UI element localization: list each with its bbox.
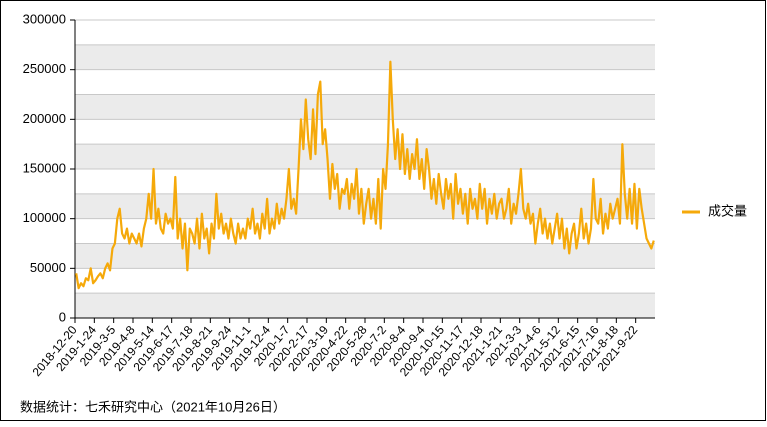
grid-band xyxy=(75,293,655,318)
grid-band xyxy=(75,44,655,70)
y-tick-label: 50000 xyxy=(30,260,66,275)
y-tick-label: 300000 xyxy=(23,11,66,26)
data-line xyxy=(75,60,655,290)
y-tick-label: 150000 xyxy=(23,160,66,175)
legend-label: 成交量 xyxy=(708,203,747,218)
source-note: 数据统计：七禾研究中心（2021年10月26日） xyxy=(20,399,286,414)
grid-band xyxy=(75,144,655,169)
y-tick-label: 200000 xyxy=(23,111,66,126)
y-tick-label: 100000 xyxy=(23,210,66,225)
grid-band xyxy=(75,94,655,120)
grid-band xyxy=(75,243,655,269)
y-tick-label: 0 xyxy=(59,309,66,324)
y-tick-label: 250000 xyxy=(23,61,66,76)
